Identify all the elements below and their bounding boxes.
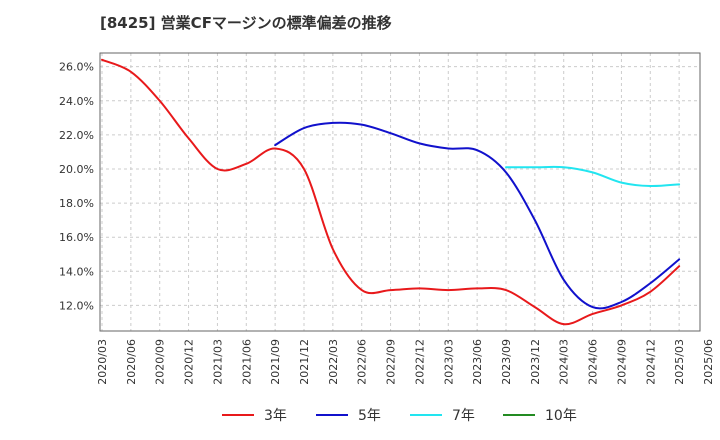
x-tick-label: 2024/09 [615,339,628,385]
x-tick-label: 2022/09 [385,339,398,385]
x-tick-label: 2021/03 [211,339,224,385]
legend: 3年 5年 7年 10年 [222,408,577,424]
x-tick-label: 2023/06 [471,339,484,385]
series-line-0 [101,58,681,326]
y-tick-label: 26.0% [59,61,94,74]
y-tick-label: 24.0% [59,95,94,108]
y-tick-label: 20.0% [59,163,94,176]
x-tick-label: 2020/06 [125,339,138,385]
x-tick-label: 2021/06 [240,339,253,385]
x-tick-label: 2023/03 [442,339,455,385]
x-tick-label: 2022/06 [356,339,369,385]
x-tick-label: 2020/03 [96,339,109,385]
plot-frame [99,52,701,332]
x-tick-label: 2025/03 [673,339,686,385]
series-line-2 [505,165,681,188]
x-tick-label: 2024/03 [558,339,571,385]
y-tick-label: 22.0% [59,129,94,142]
y-tick-label: 16.0% [59,231,94,244]
x-tick-label: 2022/12 [413,339,426,385]
legend-label-0: 3年 [264,408,287,424]
x-tick-label: 2021/09 [269,339,282,385]
x-tick-label: 2024/12 [644,339,657,385]
y-tick-label: 12.0% [59,299,94,312]
legend-label-2: 7年 [452,408,475,424]
y-tick-label: 18.0% [59,197,94,210]
x-tick-label: 2022/03 [327,339,340,385]
grid-layer [100,53,700,331]
x-tick-label: 2020/12 [183,339,196,385]
x-axis-ticks: 2020/03 2020/06 2020/09 2020/12 2021/03 2021/… [96,339,715,385]
x-tick-label: 2024/06 [587,339,600,385]
y-axis-ticks: 12.0% 14.0% 16.0% 18.0% 20.0% 22.0% 24.0% 26.0% [59,61,94,313]
chart-title: [8425] 営業CFマージンの標準偏差の推移 [100,14,392,32]
x-tick-label: 2020/09 [154,339,167,385]
x-tick-label: 2023/12 [529,339,542,385]
y-tick-label: 14.0% [59,265,94,278]
series-layer [101,58,681,326]
legend-label-1: 5年 [358,408,381,424]
x-tick-label: 2023/09 [500,339,513,385]
x-tick-label: 2021/12 [298,339,311,385]
x-tick-label: 2025/06 [702,339,715,385]
legend-label-3: 10年 [545,408,577,424]
series-line-1 [274,121,681,310]
